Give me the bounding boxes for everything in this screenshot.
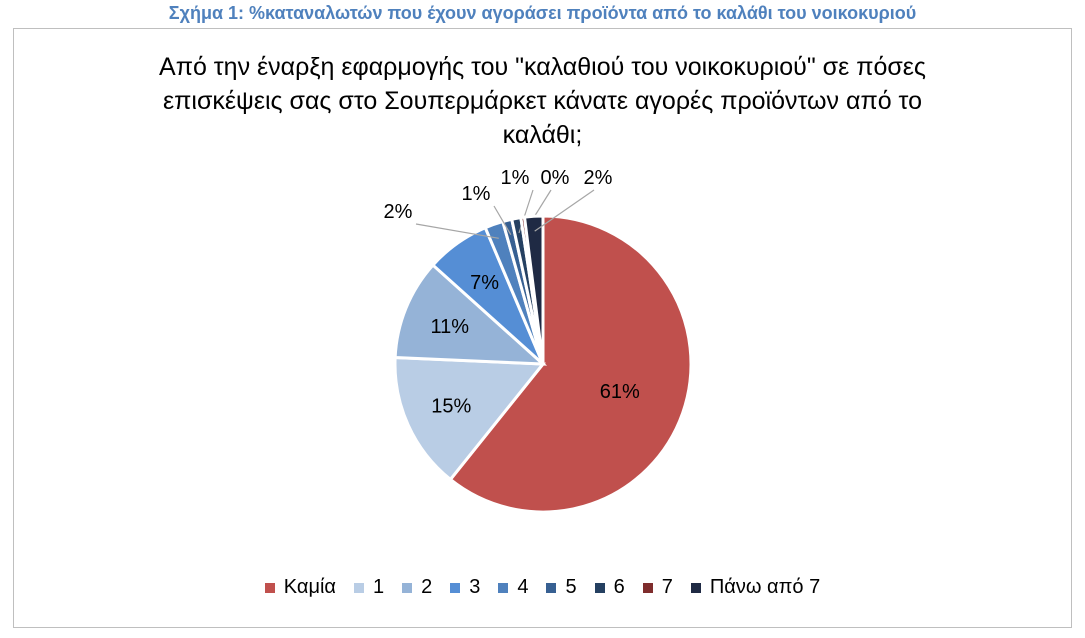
legend-swatch-5 — [546, 582, 557, 593]
legend-item-over-7: Πάνω από 7 — [690, 576, 821, 599]
legend-swatch-1 — [353, 582, 364, 593]
legend-label-5: 5 — [565, 576, 577, 598]
legend-swatch-kamia — [264, 582, 275, 593]
chart-title: Από την έναρξη εφαρμογής του "καλαθιού τ… — [0, 50, 1085, 152]
legend-label-kamia: Καμία — [283, 576, 336, 598]
legend-swatch-3 — [450, 582, 461, 593]
legend-swatch-over-7 — [690, 582, 701, 593]
legend-label-1: 1 — [372, 576, 385, 598]
legend-swatch-6 — [594, 582, 605, 593]
chart-title-line-2: επισκέψεις σας στο Σουπερμάρκετ κάνατε α… — [163, 87, 922, 115]
leader-line-5 — [493, 205, 512, 236]
data-label-7: 0% — [541, 167, 570, 189]
legend-label-7: 7 — [661, 576, 673, 598]
legend-item-6: 6 — [594, 576, 625, 599]
legend-label-3: 3 — [469, 576, 481, 598]
data-label-2: 11% — [431, 316, 470, 338]
pie-slice-1 — [393, 355, 547, 482]
legend-item-3: 3 — [450, 576, 480, 599]
chart-title-line-3: καλάθι; — [502, 121, 583, 149]
legend-item-kamia: Καμία — [264, 576, 336, 599]
data-label-kamia: 61% — [600, 381, 640, 403]
legend-item-7: 7 — [642, 576, 673, 599]
legend-item-5: 5 — [546, 576, 577, 599]
leader-line-over-7 — [534, 189, 595, 232]
legend-item-1: 1 — [353, 576, 385, 599]
legend-swatch-2 — [402, 582, 413, 593]
figure-caption: Σχήμα 1: %καταναλωτών που έχουν αγοράσει… — [168, 3, 917, 23]
chart-legend: Καμία 1 2 3 4 5 6 7 Πάνω από 7 — [0, 576, 1085, 599]
legend-item-2: 2 — [402, 576, 432, 599]
data-label-6: 1% — [501, 167, 530, 189]
legend-swatch-7 — [642, 582, 653, 593]
legend-label-4: 4 — [517, 576, 529, 598]
legend-label-over-7: Πάνω από 7 — [709, 576, 821, 598]
pie-slice-kamia — [448, 214, 693, 514]
data-label-5: 1% — [462, 183, 491, 205]
chart-title-line-1: Από την έναρξη εφαρμογής του "καλαθιού τ… — [159, 53, 926, 81]
legend-label-6: 6 — [613, 576, 625, 598]
legend-label-2: 2 — [421, 576, 433, 598]
pie-slice-over-7 — [522, 214, 545, 365]
pie-slice-2 — [393, 262, 548, 366]
data-label-4: 2% — [384, 201, 413, 223]
leader-line-4 — [415, 223, 499, 239]
data-label-3: 7% — [470, 272, 499, 294]
legend-swatch-4 — [498, 582, 509, 593]
data-label-1: 15% — [431, 396, 471, 418]
legend-item-4: 4 — [498, 576, 528, 599]
data-label-over-7: 2% — [584, 167, 613, 189]
